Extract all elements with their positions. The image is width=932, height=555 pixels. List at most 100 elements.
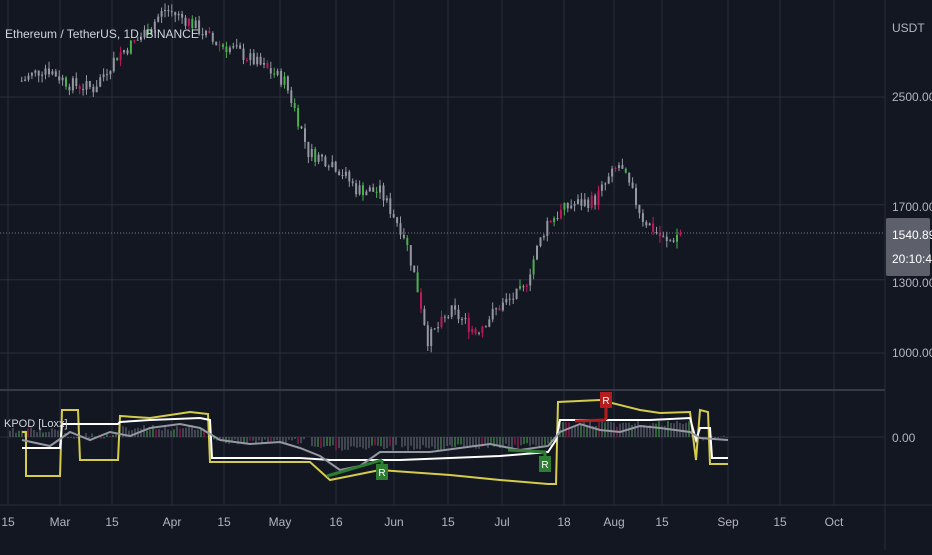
candle-body (61, 77, 64, 81)
candle-body (355, 183, 358, 195)
candle-body (225, 46, 228, 52)
candle-body (88, 81, 91, 87)
candle-body (27, 75, 30, 80)
candle-body (34, 70, 37, 73)
candle-body (30, 72, 33, 76)
candle-body (362, 185, 364, 196)
candle-body (75, 78, 78, 86)
candle-body (252, 53, 255, 65)
candle-body (157, 16, 160, 22)
time-tick: 15 (773, 515, 787, 529)
price-tick: 1300.00 (892, 276, 932, 290)
candle-body (150, 29, 153, 35)
candle-body (406, 237, 409, 246)
candle-body (205, 30, 207, 36)
price-candles (20, 3, 682, 353)
candle-body (607, 176, 610, 184)
candle-body (631, 182, 634, 188)
candle-body (379, 185, 381, 193)
candle-body (20, 80, 23, 82)
candle-body (440, 316, 443, 328)
candle-body (351, 181, 354, 184)
signal-label: R (378, 468, 385, 479)
indicator-signals: R R R (326, 392, 612, 480)
candle-body (85, 81, 88, 90)
candle-body (146, 29, 149, 35)
candle-body (532, 259, 535, 275)
candle-body (259, 56, 262, 65)
candle-body (324, 156, 327, 167)
candle-body (498, 308, 501, 311)
indicator-tick: 0.00 (892, 431, 916, 445)
candle-body (597, 190, 600, 205)
candle-body (420, 292, 422, 309)
candle-body (293, 103, 296, 108)
candle-body (426, 325, 429, 347)
candle-body (471, 329, 474, 333)
candle-body (580, 199, 583, 206)
time-tick: Sep (717, 515, 739, 529)
candle-body (672, 240, 675, 242)
candle-body (549, 220, 552, 223)
candle-body (423, 308, 426, 326)
candle-body (461, 319, 463, 321)
candle-body (658, 232, 661, 237)
candle-body (512, 298, 515, 300)
candle-body (256, 56, 259, 65)
candle-body (106, 74, 108, 76)
candle-body (430, 329, 433, 346)
candle-body (177, 13, 180, 16)
candle-body (522, 286, 525, 288)
candle-body (396, 217, 399, 224)
candle-body (618, 165, 620, 168)
candle-body (300, 126, 303, 129)
candle-body (559, 209, 562, 219)
candle-body (222, 44, 224, 47)
candle-body (82, 89, 85, 91)
candle-body (573, 203, 576, 206)
candle-body (594, 195, 597, 205)
candle-body (590, 195, 593, 208)
candle-body (283, 76, 286, 85)
candle-body (273, 73, 276, 75)
candle-body (621, 165, 624, 169)
candle-body (611, 168, 614, 177)
candle-body (652, 223, 655, 232)
signal-marker (376, 464, 388, 480)
last-price-value: 1540.89 (892, 228, 932, 242)
candle-body (655, 232, 658, 233)
candle-body (126, 50, 129, 54)
time-tick: 16 (329, 515, 343, 529)
candle-body (109, 71, 112, 75)
candle-body (174, 12, 177, 16)
candle-body (143, 29, 146, 38)
candle-body (600, 184, 603, 191)
candle-body (307, 141, 310, 158)
signal-marker (539, 456, 551, 472)
indicator-label[interactable]: KPOD [Loxx] (4, 418, 68, 430)
candle-body (358, 185, 361, 195)
candle-body (327, 166, 330, 168)
candle-body (641, 213, 644, 222)
candle-body (181, 13, 184, 18)
candle-body (638, 204, 641, 214)
candle-body (310, 149, 313, 158)
time-tick: Jun (384, 515, 403, 529)
time-tick: 15 (655, 515, 669, 529)
candle-body (198, 20, 201, 35)
candle-body (536, 246, 538, 260)
candle-body (474, 329, 477, 334)
time-tick: Jul (494, 515, 509, 529)
candle-body (140, 37, 143, 40)
candle-body (437, 327, 440, 329)
candle-body (280, 70, 283, 85)
candle-body (389, 198, 392, 214)
candle-body (263, 63, 265, 65)
candle-body (232, 46, 235, 48)
candle-body (245, 60, 248, 61)
candle-body (454, 305, 457, 310)
candle-body (399, 223, 402, 235)
candle-body (365, 191, 368, 196)
